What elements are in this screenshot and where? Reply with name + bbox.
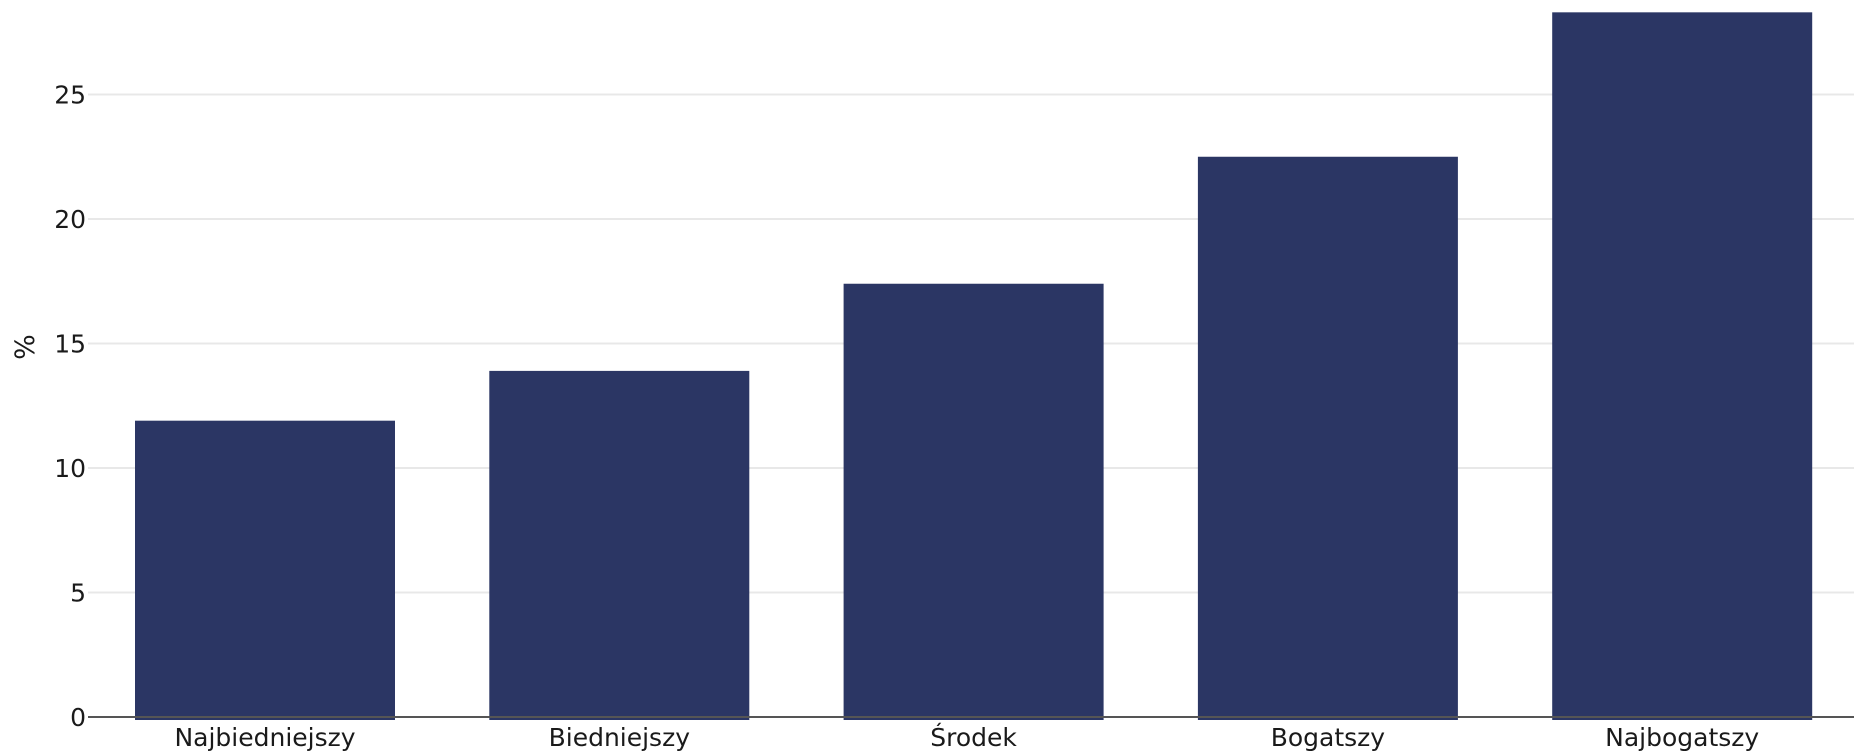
y-tick-label: 0 — [70, 703, 86, 732]
y-tick-labels: 0 5 10 15 20 25 — [54, 81, 86, 733]
y-tick-label: 15 — [54, 330, 86, 359]
x-tick-labels: Najbiedniejszy Biedniejszy Środek Bogatszy N… — [174, 722, 1759, 751]
y-tick-label: 20 — [54, 205, 86, 234]
x-tick-label: Środek — [930, 722, 1017, 751]
bar — [489, 370, 750, 720]
y-tick-label: 10 — [54, 454, 86, 483]
x-tick-label: Biedniejszy — [549, 723, 691, 751]
bars — [135, 12, 1813, 720]
y-axis-title: % — [10, 334, 41, 360]
bar — [1197, 156, 1458, 720]
x-tick-label: Najbiedniejszy — [174, 723, 355, 751]
bar — [1552, 12, 1813, 720]
x-tick-label: Bogatszy — [1271, 723, 1386, 751]
y-tick-label: 25 — [54, 81, 86, 110]
x-tick-label: Najbogatszy — [1605, 723, 1759, 751]
bar — [135, 420, 395, 720]
y-tick-label: 5 — [70, 579, 86, 608]
bar — [843, 283, 1104, 720]
